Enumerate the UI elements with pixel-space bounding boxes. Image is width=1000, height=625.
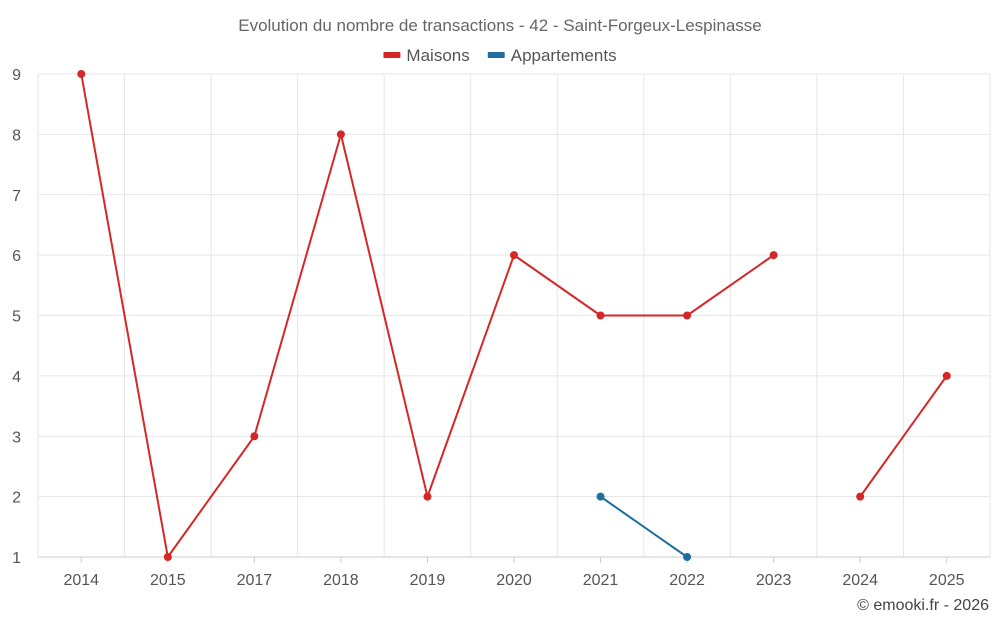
legend-swatch <box>383 52 401 58</box>
data-point[interactable] <box>942 371 951 380</box>
data-point[interactable] <box>336 130 345 139</box>
line-segment <box>426 254 515 498</box>
line-segment <box>513 254 602 317</box>
y-tick-label: 9 <box>12 67 21 84</box>
x-tick-label: 2018 <box>323 572 359 589</box>
data-point[interactable] <box>250 432 259 441</box>
series-appartements <box>596 492 692 561</box>
x-tick-label: 2021 <box>583 572 619 589</box>
y-tick-label: 8 <box>12 127 21 144</box>
line-segment <box>859 374 948 498</box>
data-point[interactable] <box>596 492 605 501</box>
x-tick-label: 2019 <box>410 572 446 589</box>
line-segment <box>166 435 256 558</box>
x-tick-label: 2022 <box>669 572 705 589</box>
legend-swatch <box>487 52 505 58</box>
data-point[interactable] <box>510 251 518 260</box>
line-segment <box>339 133 429 498</box>
y-tick-label: 1 <box>12 550 21 567</box>
y-tick-label: 3 <box>12 429 21 446</box>
series-maisons <box>77 70 951 561</box>
x-tick-label: 2017 <box>237 572 273 589</box>
legend-label: Maisons <box>406 46 469 65</box>
line-segment <box>80 73 169 558</box>
x-tick-label: 2024 <box>842 572 878 589</box>
legend[interactable]: Maisons Appartements <box>383 46 617 65</box>
chart-title: Evolution du nombre de transactions - 42… <box>238 16 762 35</box>
x-tick-label: 2014 <box>63 572 99 589</box>
series-layer <box>77 70 951 561</box>
data-point[interactable] <box>77 70 86 78</box>
y-tick-label: 5 <box>12 309 21 326</box>
data-point[interactable] <box>163 553 172 561</box>
data-point[interactable] <box>856 492 865 501</box>
data-point[interactable] <box>683 311 692 320</box>
line-segment <box>253 133 342 438</box>
y-tick-label: 2 <box>12 490 21 507</box>
legend-label: Appartements <box>511 46 617 65</box>
x-tick-label: 2020 <box>496 572 532 589</box>
grid <box>37 73 991 557</box>
legend-item-appartements[interactable]: Appartements <box>487 46 617 65</box>
y-tick-label: 4 <box>12 369 21 386</box>
data-point[interactable] <box>769 251 778 260</box>
y-tick-label: 6 <box>12 248 21 265</box>
data-point[interactable] <box>596 311 605 320</box>
line-segment <box>599 495 689 558</box>
x-tick-label: 2025 <box>929 572 965 589</box>
x-tick-label: 2023 <box>756 572 792 589</box>
axes: 1 2 3 4 5 6 7 8 9 2014 2015 2017 2018 2019 2020 2021 202… <box>12 67 990 589</box>
line-segment <box>686 254 775 317</box>
credit-text: © emooki.fr - 2026 <box>857 597 989 614</box>
y-tick-label: 7 <box>12 188 21 205</box>
legend-item-maisons[interactable]: Maisons <box>383 46 470 65</box>
data-point[interactable] <box>423 492 432 501</box>
x-tick-label: 2015 <box>150 572 186 589</box>
data-point[interactable] <box>683 553 692 561</box>
